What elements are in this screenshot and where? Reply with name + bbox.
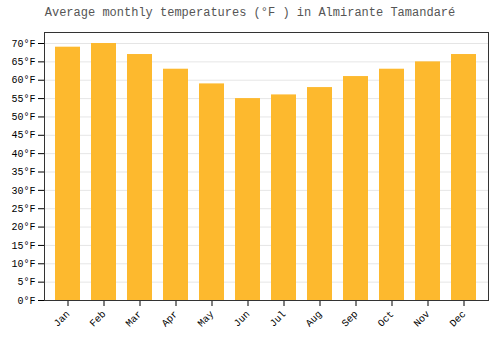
svg-text:30°F: 30°F [11,186,35,197]
html-text:Average monthly temperatures (: Average monthly temperatures (°F ) in Al… [44,6,456,20]
svg-text:20°F: 20°F [11,222,35,233]
svg-text:Sep: Sep [340,309,361,330]
svg-text:15°F: 15°F [11,241,35,252]
svg-text:Jun: Jun [232,309,253,330]
svg-text:10°F: 10°F [11,259,35,270]
svg-text:60°F: 60°F [11,75,35,86]
svg-text:Apr: Apr [160,309,181,330]
svg-text:65°F: 65°F [11,57,35,68]
svg-text:25°F: 25°F [11,204,35,215]
svg-text:Oct: Oct [376,309,397,330]
svg-text:Nov: Nov [412,309,433,330]
svg-text:Jul: Jul [268,309,289,330]
svg-text:45°F: 45°F [11,130,35,141]
svg-text:0°F: 0°F [17,296,35,307]
svg-text:Aug: Aug [304,309,325,330]
svg-text:40°F: 40°F [11,149,35,160]
svg-text:50°F: 50°F [11,112,35,123]
svg-text:Jan: Jan [52,309,73,330]
svg-text:5°F: 5°F [17,277,35,288]
svg-text:Mar: Mar [124,309,145,330]
svg-text:May: May [196,309,217,330]
svg-text:35°F: 35°F [11,167,35,178]
svg-text:55°F: 55°F [11,94,35,105]
svg-text:70°F: 70°F [11,39,35,50]
svg-text:Feb: Feb [88,309,109,330]
svg-text:Dec: Dec [448,309,469,330]
